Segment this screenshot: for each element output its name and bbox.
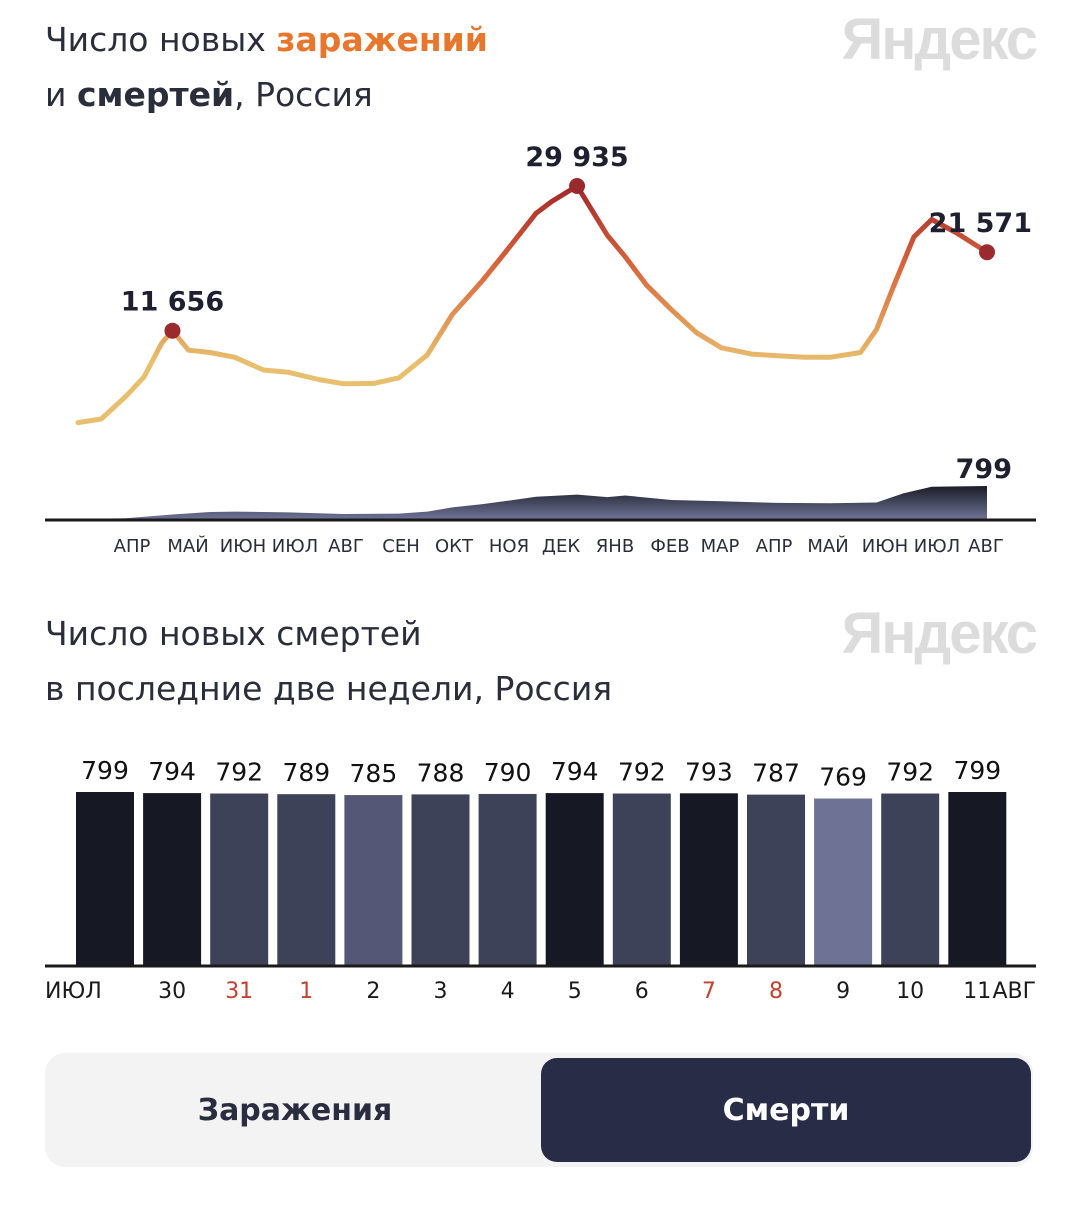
chart2-title: Число новых смертей в последние две неде… (45, 606, 612, 716)
month-tick-label: НОЯ (489, 536, 529, 557)
bar-value-label: 799 (953, 756, 1001, 785)
month-tick-label: АВГ (328, 536, 364, 557)
day-tick-label: 4 (501, 979, 515, 1004)
bar (210, 793, 269, 966)
month-tick-label: ИЮЛ (272, 536, 318, 557)
bar (679, 793, 738, 966)
infections-deaths-chart: 11 656 29 935 21 571 799 АПР МАЙ ИЮН ИЮЛ АВГ СЕН… (45, 142, 1036, 557)
day-tick-label: 7 (702, 979, 716, 1004)
peak-marker (979, 244, 995, 261)
peak-marker (569, 178, 586, 194)
month-tick-label: АПР (756, 536, 793, 557)
bar (814, 798, 873, 966)
month-tick-label: ИЮЛ (914, 536, 960, 557)
bar (747, 794, 805, 966)
title-text: и (45, 75, 77, 114)
title-text: , Россия (234, 75, 373, 114)
month-end-label: АВГ (992, 979, 1036, 1004)
deaths-area (78, 486, 987, 519)
month-tick-label: ФЕВ (650, 536, 689, 557)
bar (478, 793, 537, 966)
bar (76, 792, 134, 966)
bar-value-label: 787 (752, 759, 800, 788)
yandex-logo: Яндекс (841, 7, 1038, 72)
day-tick-label: 6 (635, 979, 649, 1004)
day-tick-label: 31 (225, 979, 253, 1004)
peak-label: 29 935 (525, 142, 628, 173)
peak-marker (164, 322, 181, 339)
day-tick-label: 5 (568, 979, 582, 1004)
bar-value-label: 794 (148, 757, 196, 786)
yandex-logo: Яндекс (841, 601, 1038, 666)
day-tick-label: 3 (434, 979, 448, 1004)
bar-value-label: 785 (350, 759, 398, 788)
bar (277, 794, 336, 966)
infections-line (75, 183, 990, 426)
title-line-2: в последние две недели, Россия (45, 669, 613, 708)
month-tick-label: АВГ (968, 536, 1004, 557)
title-text: Число новых (45, 20, 277, 59)
bar-value-label: 799 (81, 756, 129, 785)
month-tick-label: СЕН (382, 536, 419, 557)
bar-value-label: 794 (551, 757, 599, 786)
deaths-bar-chart: 799ИЮЛ7943079231789178527883790479457926… (45, 756, 1036, 1004)
bar (948, 792, 1007, 966)
bar-value-label: 792 (215, 758, 263, 787)
bar-value-label: 788 (417, 758, 465, 787)
month-tick-label: ДЕК (542, 536, 580, 557)
month-tick-label: МАЙ (167, 535, 208, 557)
month-tick-label: ЯНВ (596, 536, 634, 557)
bar (612, 793, 671, 966)
day-tick-label: 10 (896, 979, 924, 1004)
deaths-button[interactable]: Смерти (541, 1058, 1031, 1162)
peak-label: 21 571 (929, 208, 1032, 239)
bar-value-label: 793 (685, 757, 733, 786)
chart1-title: Число новых заражений и смертей, Россия (45, 12, 488, 122)
day-tick-label: 30 (158, 979, 186, 1004)
month-tick-label: МАЙ (807, 535, 848, 557)
bar-value-label: 769 (819, 763, 867, 792)
deaths-peak-label: 799 (956, 454, 1012, 485)
bar-value-label: 792 (618, 758, 666, 787)
day-tick-label: 9 (836, 979, 850, 1004)
title-infections: заражений (276, 20, 488, 59)
bar (545, 793, 604, 966)
title-deaths: смертей (76, 75, 235, 114)
bar-value-label: 792 (886, 758, 934, 787)
bar (143, 793, 202, 966)
bar (881, 793, 940, 966)
metric-toggle: Заражения Смерти (45, 1053, 1033, 1167)
bar-value-label: 790 (484, 758, 532, 787)
title-line-1: Число новых смертей (45, 614, 422, 653)
bar (344, 795, 403, 966)
day-tick-label: ИЮЛ (45, 979, 102, 1004)
month-tick-label: ИЮН (862, 536, 908, 557)
day-tick-label: 1 (299, 979, 313, 1004)
day-tick-label: 11 (963, 979, 991, 1004)
bar-value-label: 789 (282, 758, 330, 787)
day-tick-label: 2 (366, 979, 380, 1004)
month-tick-label: МАР (701, 536, 740, 557)
month-tick-label: АПР (114, 536, 151, 557)
peak-label: 11 656 (121, 287, 224, 318)
day-tick-label: 8 (769, 979, 783, 1004)
infections-button[interactable]: Заражения (197, 1092, 393, 1128)
month-tick-label: ИЮН (220, 536, 266, 557)
month-tick-label: ОКТ (435, 536, 474, 557)
bar (411, 794, 470, 966)
